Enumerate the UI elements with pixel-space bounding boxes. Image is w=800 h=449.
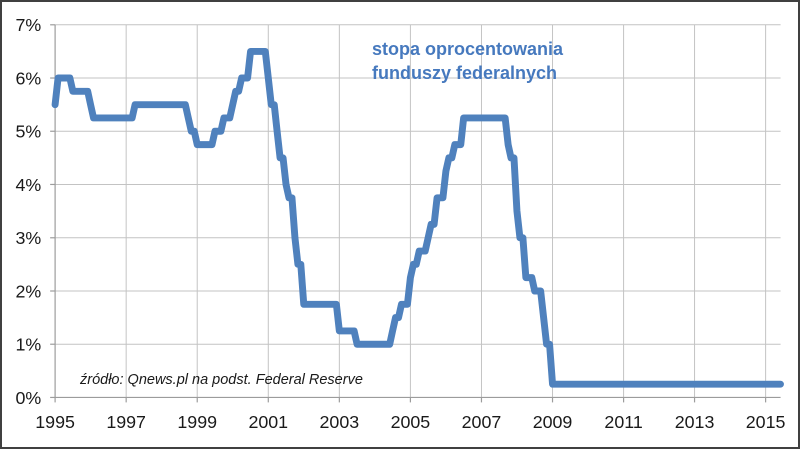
x-tick-label: 2005 <box>391 412 431 432</box>
x-tick-label: 2013 <box>675 412 715 432</box>
x-tick-label: 1995 <box>35 412 75 432</box>
y-tick-label: 0% <box>15 388 41 408</box>
x-tick-label: 1997 <box>106 412 146 432</box>
x-tick-label: 2015 <box>746 412 786 432</box>
x-tick-label: 2001 <box>248 412 288 432</box>
x-tick-label: 2003 <box>320 412 360 432</box>
x-tick-label: 2011 <box>604 412 642 432</box>
y-tick-label: 1% <box>15 335 41 355</box>
x-tick-label: 2009 <box>533 412 573 432</box>
y-tick-label: 2% <box>15 281 41 301</box>
y-tick-label: 6% <box>15 68 41 88</box>
y-tick-label: 5% <box>15 122 41 142</box>
y-tick-label: 7% <box>15 15 41 35</box>
x-tick-label: 2007 <box>462 412 502 432</box>
y-tick-label: 4% <box>15 175 41 195</box>
x-tick-label: 1999 <box>177 412 217 432</box>
chart-title-annotation: stopa oprocentowania funduszy federalnyc… <box>372 37 563 85</box>
source-note: źródło: Qnews.pl na podst. Federal Reser… <box>80 372 363 388</box>
y-tick-label: 3% <box>15 228 41 248</box>
annotation-line-2: funduszy federalnych <box>372 63 558 83</box>
annotation-line-1: stopa oprocentowania <box>372 39 564 59</box>
rate-line <box>51 47 784 388</box>
